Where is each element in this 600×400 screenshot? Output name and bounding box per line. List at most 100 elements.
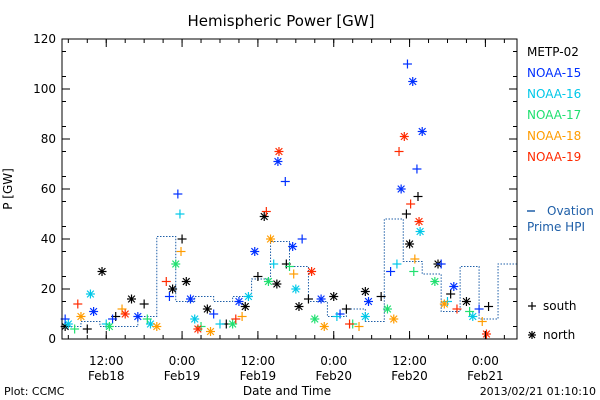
point-metp-02-north [202,304,212,314]
legend-entry: NOAA-16 [527,87,581,101]
point-metp-02-south [413,192,423,201]
point-noaa-17-south [285,262,294,271]
y-tick-label: 80 [41,132,56,146]
point-noaa-17-south [465,307,475,316]
point-noaa-15-north [250,247,260,256]
x-tick-date: Feb21 [467,369,504,383]
point-noaa-19-north [274,147,284,156]
point-noaa-15-north [363,297,373,306]
point-noaa-15-north [133,312,143,321]
point-metp-02-north [294,302,304,311]
point-noaa-15-north [273,157,283,166]
x-tick-date: Feb19 [240,369,277,383]
point-noaa-19-north [399,132,409,141]
point-noaa-15-south [436,259,446,269]
point-noaa-17-north [382,304,392,314]
point-noaa-17-south [409,267,419,276]
point-noaa-19-south [394,147,404,156]
point-noaa-16-south [215,319,225,329]
y-axis-label: P [GW] [1,168,15,210]
point-noaa-16-north [468,312,478,321]
point-noaa-16-north [291,284,301,294]
point-noaa-15-south [474,304,484,314]
point-noaa-17-north [430,277,440,286]
point-metp-02-north [240,302,250,311]
legend: METP-02 NOAA-15 NOAA-16 NOAA-17 NOAA-18 NOAA-… [527,45,594,342]
x-tick-date: Feb18 [88,369,125,383]
point-noaa-15-south [280,177,290,186]
point-noaa-19-north [307,267,317,276]
point-noaa-17-north [263,277,273,286]
point-metp-02-south [82,324,92,334]
point-noaa-15-north [396,184,406,194]
point-noaa-15-north [316,294,326,304]
symbol-north-icon [528,331,536,339]
point-metp-02-north [97,267,107,276]
point-noaa-16-north [190,314,200,324]
point-noaa-18-south [354,322,364,331]
point-noaa-15-south [173,189,183,199]
point-metp-02-south [484,302,494,311]
chart-title: Hemispheric Power [GW] [188,12,375,30]
point-metp-02-north [360,287,370,296]
point-noaa-18-north [206,327,216,336]
point-noaa-15-south [297,234,307,244]
x-axis-label: Date and Time [243,384,331,398]
ovation-legend-label: Ovation [547,204,594,218]
x-tick-time: 0:00 [169,354,196,368]
point-metp-02-south [253,272,263,281]
symbol-legend-label: south [543,299,577,313]
point-noaa-18-north [439,299,449,309]
point-noaa-18-south [176,247,186,256]
point-noaa-16-south [392,259,402,269]
plot-credit: Plot: CCMC [4,385,65,398]
y-tick-label: 120 [33,32,56,46]
point-noaa-19-south [261,207,271,216]
point-noaa-15-south [209,309,219,319]
point-noaa-18-south [289,269,299,279]
point-noaa-16-north [85,289,95,299]
point-metp-02-north [127,294,137,304]
point-metp-02-south [177,234,187,244]
point-metp-02-north [259,212,269,221]
x-tick-time: 0:00 [320,354,347,368]
point-noaa-15-north [408,77,418,86]
point-noaa-15-north [417,127,427,136]
plot-timestamp: 2013/02/21 01:10:10 [480,385,596,398]
point-metp-02-north [329,292,339,301]
point-noaa-15-north [234,297,244,306]
point-metp-02-north [181,277,191,286]
x-tick-date: Feb20 [315,369,352,383]
point-noaa-19-north [414,217,424,226]
point-noaa-17-north [171,259,181,269]
point-noaa-15-south [386,267,396,276]
point-noaa-16-north [360,312,370,321]
point-metp-02-south [446,289,456,299]
symbol-south-icon [528,302,536,310]
x-tick-time: 0:00 [472,354,499,368]
x-tick-time: 12:00 [89,354,124,368]
point-noaa-16-north [243,292,253,301]
point-metp-02-north [461,297,471,306]
y-tick-label: 40 [41,232,56,246]
point-noaa-19-north [193,324,203,334]
point-noaa-18-north [319,322,329,331]
point-noaa-17-north [104,322,114,331]
point-noaa-16-south [332,312,342,321]
symbol-legend-label: north [543,328,575,342]
point-noaa-17-south [70,324,80,334]
y-tick-label: 100 [33,82,56,96]
point-noaa-19-south [231,314,241,324]
point-metp-02-north [405,239,415,249]
ovation-prime-line [62,218,518,334]
point-noaa-17-north [228,319,238,329]
point-noaa-18-north [76,312,86,321]
y-tick-label: 60 [41,182,56,196]
point-metp-02-north [168,284,178,294]
point-metp-02-south [139,299,149,309]
point-noaa-18-south [410,254,420,264]
point-noaa-17-south [142,314,152,324]
point-noaa-15-north [185,294,195,304]
point-metp-02-south [303,294,313,304]
